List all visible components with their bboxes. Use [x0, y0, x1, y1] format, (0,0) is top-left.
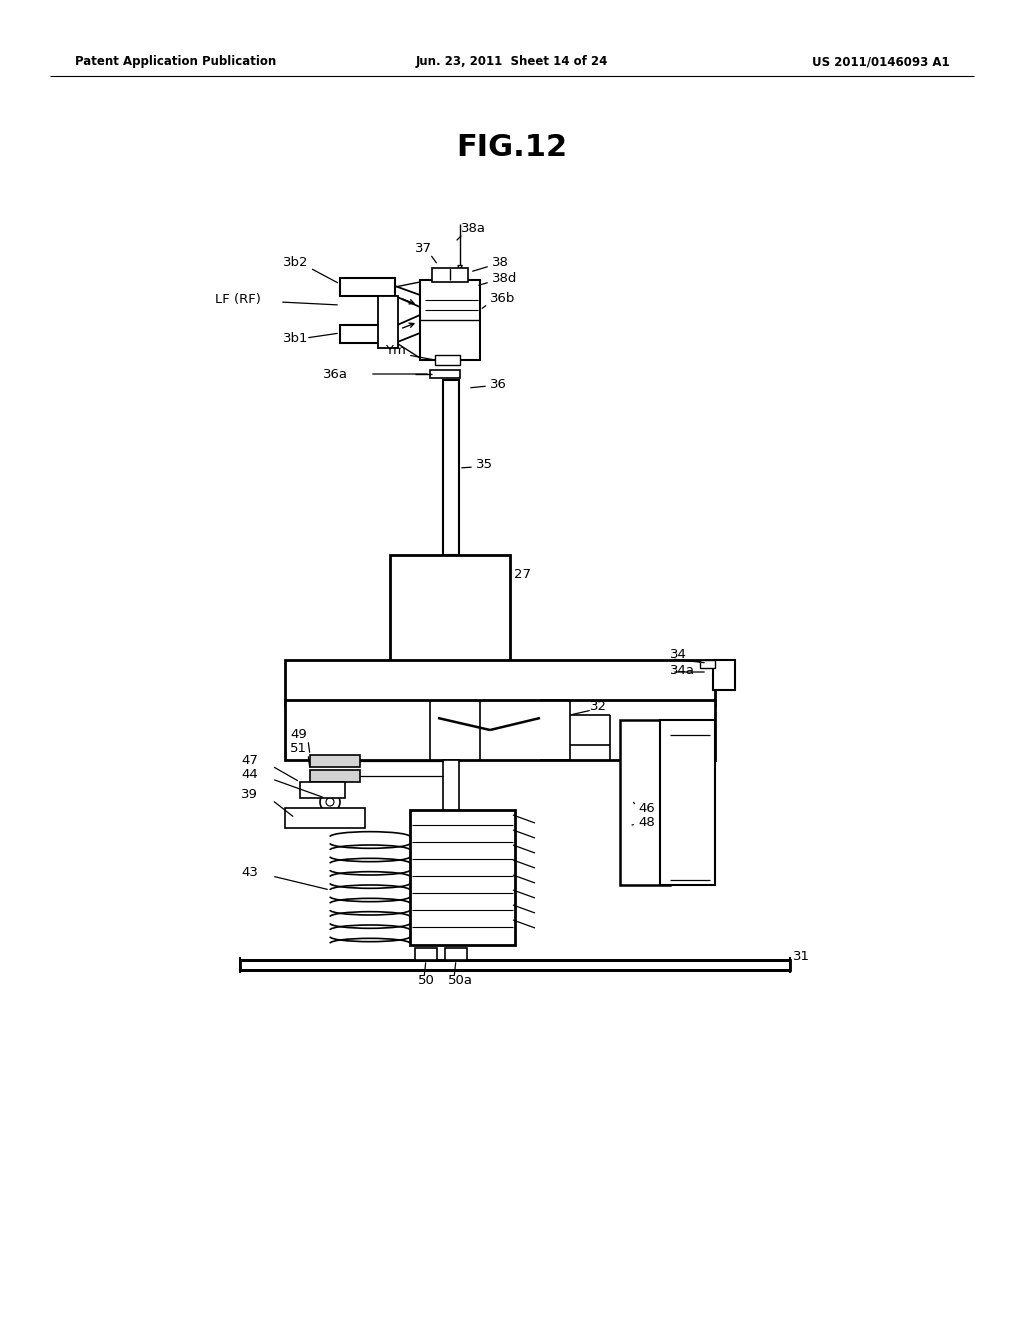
Bar: [443, 760, 459, 820]
Text: 51: 51: [290, 742, 307, 755]
Text: 38: 38: [492, 256, 509, 268]
Bar: [340, 325, 395, 343]
Text: 36: 36: [490, 378, 507, 391]
Text: Jun. 23, 2011  Sheet 14 of 24: Jun. 23, 2011 Sheet 14 of 24: [416, 55, 608, 69]
Text: 36b: 36b: [490, 292, 515, 305]
Bar: [430, 370, 460, 378]
Text: 43: 43: [241, 866, 258, 879]
Text: 38a: 38a: [461, 222, 486, 235]
Text: 50: 50: [418, 974, 435, 986]
Bar: [432, 268, 468, 282]
Text: 32: 32: [590, 700, 607, 713]
Text: US 2011/0146093 A1: US 2011/0146093 A1: [812, 55, 950, 69]
Bar: [340, 279, 395, 296]
Text: 39: 39: [241, 788, 258, 801]
Bar: [310, 755, 360, 767]
Bar: [700, 660, 715, 668]
Text: Ym: Ym: [385, 343, 406, 356]
Bar: [300, 781, 345, 799]
Text: 36a: 36a: [323, 367, 348, 380]
Bar: [420, 280, 480, 360]
Bar: [620, 719, 670, 884]
Text: 27: 27: [514, 569, 531, 582]
Text: 35: 35: [476, 458, 493, 471]
Text: 47: 47: [241, 754, 258, 767]
Text: 34a: 34a: [670, 664, 695, 676]
Bar: [445, 948, 467, 960]
Bar: [285, 660, 715, 705]
Text: 3b2: 3b2: [283, 256, 308, 268]
Text: 38d: 38d: [492, 272, 517, 285]
Bar: [390, 554, 510, 665]
Bar: [310, 770, 360, 781]
Text: 48: 48: [638, 816, 654, 829]
Text: 34: 34: [670, 648, 687, 661]
Bar: [240, 960, 790, 970]
Text: 37: 37: [415, 242, 432, 255]
Bar: [285, 808, 365, 828]
Bar: [660, 719, 715, 884]
Bar: [378, 296, 398, 348]
Text: 46: 46: [638, 801, 654, 814]
Bar: [285, 700, 715, 760]
Bar: [443, 380, 459, 554]
Bar: [435, 355, 460, 366]
Bar: [410, 810, 515, 945]
Text: LF (RF): LF (RF): [215, 293, 261, 306]
Bar: [713, 660, 735, 690]
Text: FIG.12: FIG.12: [457, 133, 567, 162]
Text: 31: 31: [793, 950, 810, 964]
Bar: [415, 948, 437, 960]
Text: 49: 49: [290, 729, 307, 742]
Text: 44: 44: [242, 768, 258, 781]
Text: 3b1: 3b1: [283, 331, 308, 345]
Text: Patent Application Publication: Patent Application Publication: [75, 55, 276, 69]
Text: 50a: 50a: [449, 974, 473, 986]
